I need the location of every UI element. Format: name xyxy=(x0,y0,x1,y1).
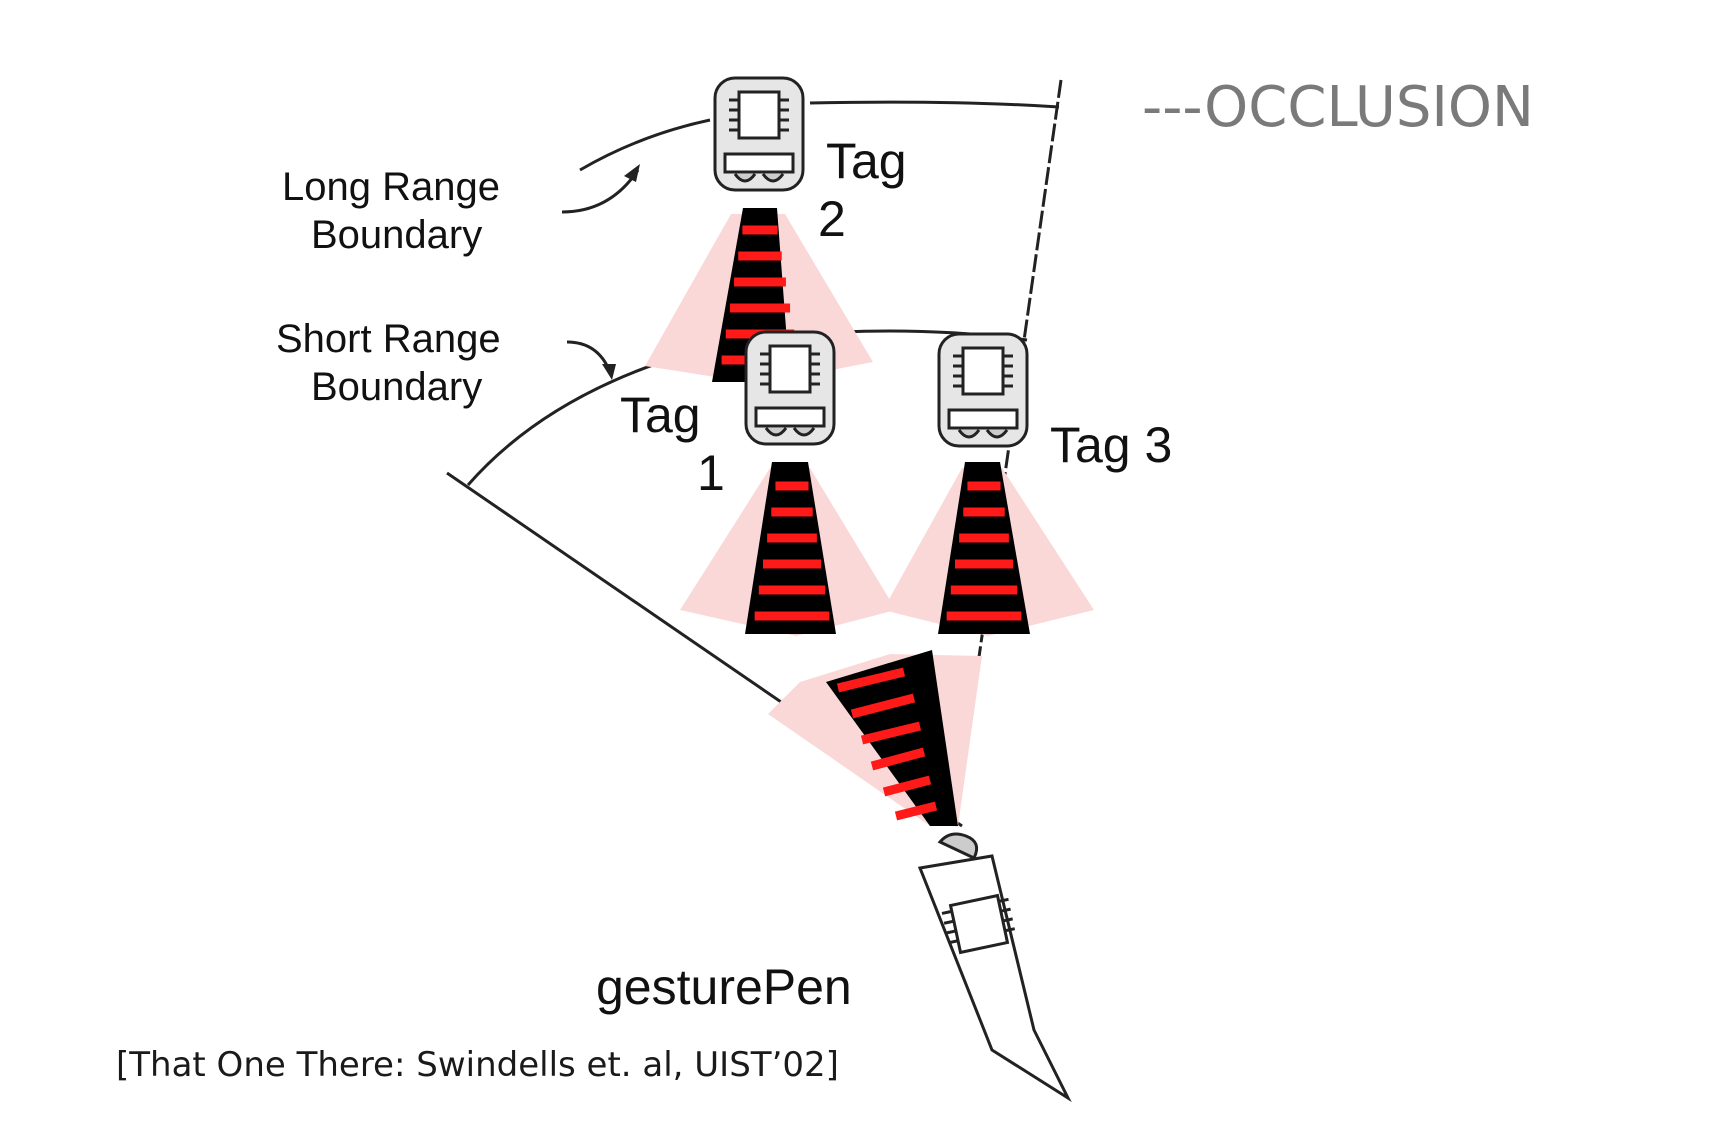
tag-3 xyxy=(937,332,1029,448)
short-range-label-line2: Boundary xyxy=(311,365,482,409)
beam-stripe-pen-2 xyxy=(860,721,922,745)
beam-stripe-pen-1 xyxy=(850,693,916,719)
tag3-label: Tag 3 xyxy=(1050,417,1172,473)
tag2-label-line1: Tag xyxy=(826,133,907,189)
pen-label: gesturePen xyxy=(596,959,852,1015)
short-range-arrow xyxy=(566,340,612,373)
beam-stripe-pen-5 xyxy=(894,801,938,821)
beam-stripe-pen-4 xyxy=(882,775,932,797)
long-range-arc-right xyxy=(809,100,1060,109)
citation: [That One There: Swindells et. al, UIST’… xyxy=(116,1045,839,1085)
tag-2 xyxy=(713,76,805,192)
tag-1 xyxy=(744,330,836,446)
gesture-pen xyxy=(917,832,1072,1103)
long-range-label-line2: Boundary xyxy=(311,213,482,257)
title: ---OCCLUSION xyxy=(1142,75,1534,140)
tag1-label-line2: 1 xyxy=(697,445,725,501)
label-arrows xyxy=(561,164,640,380)
tag1-label-line1: Tag xyxy=(620,387,701,443)
long-range-label-line1: Long Range xyxy=(282,165,500,209)
short-range-label-line1: Short Range xyxy=(276,317,501,361)
tag2-label-line2: 2 xyxy=(818,191,846,247)
beam-stripe-pen-3 xyxy=(870,747,926,771)
beam-stripe-pen-0 xyxy=(836,667,906,693)
long-range-arc xyxy=(579,118,711,172)
